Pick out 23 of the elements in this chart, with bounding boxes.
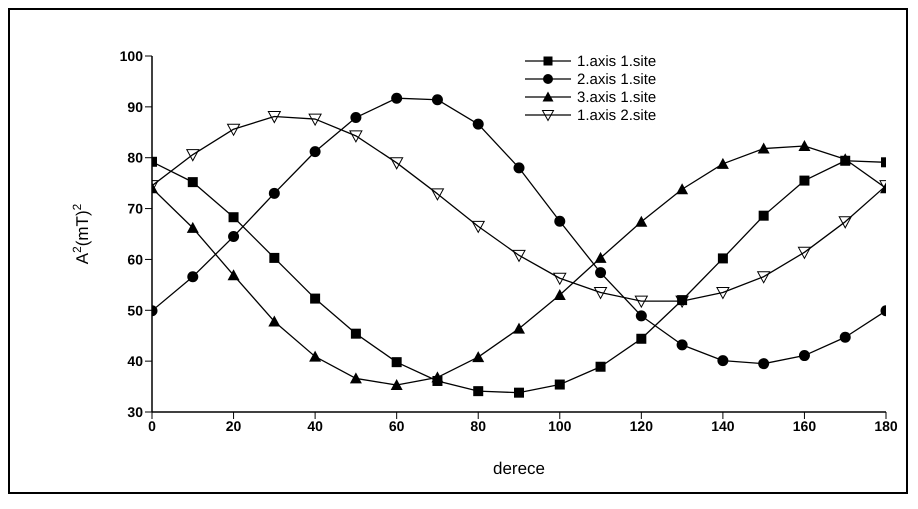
x-tick-label: 80 [470, 418, 486, 434]
x-tick-label: 100 [548, 418, 572, 434]
legend-label: 2.axis 1.site [577, 70, 656, 88]
legend-label: 1.axis 1.site [577, 52, 656, 70]
x-tick-label: 40 [307, 418, 324, 434]
y-tick-label: 60 [127, 251, 144, 268]
x-tick-label: 60 [388, 418, 405, 434]
x-tick-label: 160 [792, 418, 816, 434]
legend-label: 1.axis 2.site [577, 106, 656, 124]
y-tick-label: 70 [127, 200, 144, 217]
y-tick-label: 40 [127, 353, 144, 370]
x-axis-title: derece [493, 459, 545, 478]
x-tick-label: 180 [874, 418, 898, 434]
x-tick-label: 120 [630, 418, 654, 434]
y-tick-label: 30 [127, 404, 144, 420]
y-tick-label: 50 [127, 302, 144, 318]
y-tick-label: 80 [127, 150, 144, 166]
legend-label: 3.axis 1.site [577, 88, 656, 106]
y-tick-label: 90 [127, 98, 144, 115]
y-tick-label: 100 [120, 48, 144, 64]
x-tick-label: 20 [226, 418, 242, 434]
x-tick-label: 0 [148, 418, 156, 434]
x-tick-label: 140 [711, 418, 735, 434]
